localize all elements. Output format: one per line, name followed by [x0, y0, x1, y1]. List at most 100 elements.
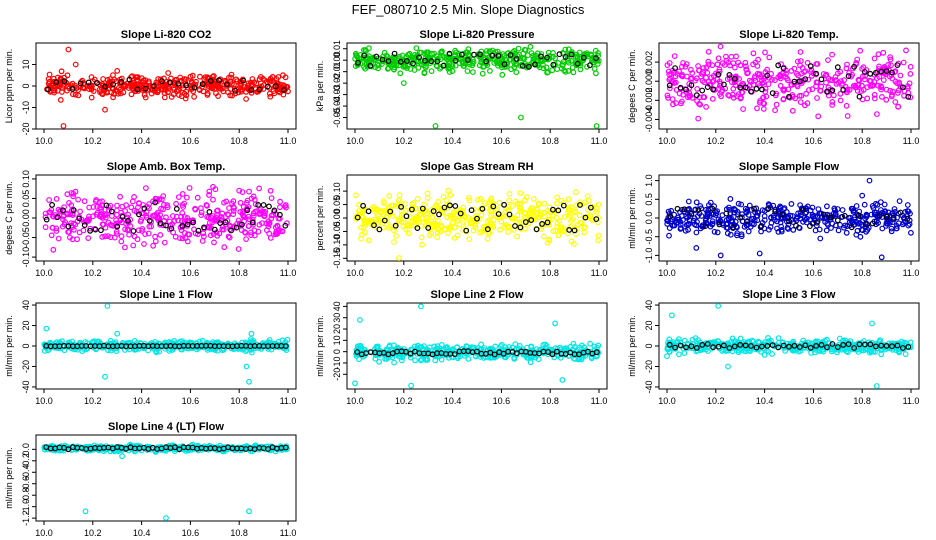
data-point: [249, 76, 256, 82]
reference-point: [240, 77, 247, 84]
data-point: [497, 226, 503, 233]
data-point: [891, 69, 898, 75]
data-point: [118, 238, 125, 245]
data-point: [134, 236, 141, 243]
data-point: [465, 46, 472, 53]
data-point: [584, 193, 591, 200]
reference-point: [266, 203, 272, 210]
outlier-point: [357, 317, 363, 323]
data-point: [878, 86, 884, 93]
reference-point: [593, 55, 599, 62]
x-tick-label: 10.2: [707, 396, 725, 406]
data-point: [813, 61, 820, 67]
data-point: [780, 95, 787, 102]
data-point: [148, 90, 155, 97]
data-point: [81, 198, 88, 205]
data-point: [797, 49, 804, 55]
reference-point: [397, 58, 404, 65]
x-tick-label: 10.8: [541, 268, 559, 278]
series-points: [41, 441, 290, 521]
data-point: [540, 233, 547, 240]
reference-point: [440, 62, 447, 69]
data-point: [754, 105, 760, 112]
data-point: [737, 95, 744, 102]
x-tick-label: 10.2: [395, 136, 413, 146]
x-tick-label: 11.0: [591, 268, 608, 278]
data-point: [108, 213, 115, 219]
data-point: [246, 188, 252, 195]
data-point: [200, 230, 207, 237]
data-point: [499, 71, 506, 78]
data-point: [871, 55, 878, 62]
data-point: [248, 89, 255, 96]
data-point: [685, 198, 692, 205]
data-point: [413, 45, 420, 51]
data-point: [815, 113, 822, 120]
data-point: [204, 90, 211, 97]
data-point: [538, 226, 545, 233]
data-point: [267, 187, 274, 194]
data-point: [584, 63, 590, 70]
series-points: [353, 187, 602, 261]
x-tick-label: 10.0: [346, 136, 364, 146]
data-point: [562, 68, 569, 75]
y-tick-label: -0.004: [644, 107, 654, 133]
data-point: [577, 66, 584, 73]
x-tick-label: 10.8: [541, 396, 559, 406]
x-tick-label: 10.8: [853, 396, 871, 406]
outlier-point: [756, 250, 763, 257]
data-point: [165, 70, 172, 76]
outlier-point: [669, 312, 675, 319]
data-point: [114, 88, 121, 95]
reference-point: [49, 201, 55, 208]
data-point: [792, 95, 799, 102]
data-point: [666, 60, 673, 66]
data-point: [445, 187, 452, 194]
data-point: [809, 86, 816, 93]
x-tick-label: 10.0: [35, 136, 53, 146]
data-point: [766, 54, 773, 61]
data-point: [142, 185, 149, 192]
data-point: [705, 48, 712, 55]
data-point: [762, 49, 768, 56]
y-axis-label: ml/min per min.: [627, 315, 637, 377]
data-point: [225, 89, 232, 96]
reference-point: [532, 61, 538, 68]
data-point: [386, 192, 393, 199]
data-point: [46, 197, 52, 203]
reference-point: [495, 53, 502, 59]
data-point: [237, 78, 244, 85]
data-point: [498, 58, 505, 65]
data-point: [267, 78, 273, 85]
data-point: [421, 69, 428, 76]
reference-points: [45, 76, 287, 94]
data-point: [681, 350, 688, 357]
data-point: [266, 230, 273, 237]
data-point: [375, 65, 382, 72]
x-tick-label: 11.0: [591, 136, 608, 146]
y-tick-label: 40: [332, 301, 342, 311]
data-point: [789, 107, 796, 114]
data-point: [681, 337, 688, 344]
data-point: [393, 233, 400, 239]
data-point: [183, 194, 190, 201]
y-tick-label: -40: [21, 380, 31, 393]
data-point: [762, 85, 769, 92]
data-point: [455, 50, 462, 57]
series-points: [42, 183, 290, 253]
outlier-point: [664, 353, 670, 360]
x-tick-label: 10.2: [707, 268, 725, 278]
outlier-point: [114, 67, 121, 74]
data-point: [418, 234, 425, 241]
data-point: [595, 201, 602, 208]
data-point: [483, 48, 490, 54]
data-point: [114, 202, 120, 209]
data-point: [714, 61, 721, 68]
data-point: [405, 52, 412, 58]
data-point: [196, 73, 203, 80]
data-point: [362, 65, 369, 72]
data-point: [211, 239, 217, 246]
y-tick-label: 10: [332, 335, 342, 345]
